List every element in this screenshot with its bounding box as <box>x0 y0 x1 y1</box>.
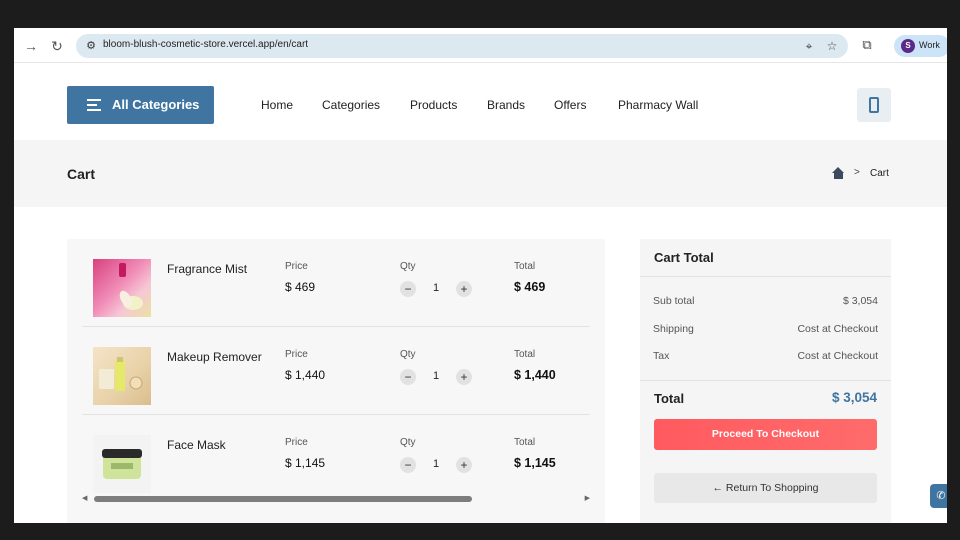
address-bar[interactable]: ⚙ bloom-blush-cosmetic-store.vercel.app/… <box>76 34 848 58</box>
forward-icon[interactable]: → <box>24 38 38 54</box>
site-info-icon[interactable]: ⚙ <box>86 40 96 52</box>
tax-label: Tax <box>653 350 670 362</box>
nav-pharmacy-wall[interactable]: Pharmacy Wall <box>618 98 699 112</box>
product-name[interactable]: Fragrance Mist <box>167 262 248 276</box>
qty-value: 1 <box>433 370 440 382</box>
qty-header: Qty <box>400 261 416 272</box>
product-image-fragrance-mist[interactable] <box>93 259 151 317</box>
price-value: $ 1,440 <box>285 368 326 382</box>
scroll-left-icon[interactable]: ◀ <box>82 495 88 502</box>
return-to-shopping-label: Return To Shopping <box>725 482 819 494</box>
whatsapp-icon: ✆ <box>936 490 946 502</box>
cart-total-panel: Cart Total Sub total $ 3,054 Shipping Co… <box>640 239 891 523</box>
extensions-icon[interactable]: ⧉ <box>862 37 872 52</box>
menu-icon <box>87 99 101 111</box>
phone-button[interactable] <box>857 88 891 122</box>
price-value: $ 469 <box>285 280 316 294</box>
breadcrumb-separator: > <box>854 167 860 178</box>
cart-table: Fragrance Mist Price $ 469 Qty − 1 + Tot… <box>67 239 605 523</box>
subtotal-value: $ 3,054 <box>842 295 878 307</box>
page-title: Cart <box>67 166 96 182</box>
price-value: $ 1,145 <box>285 456 326 470</box>
qty-decrease-button[interactable]: − <box>400 281 416 297</box>
qty-header: Qty <box>400 437 416 448</box>
divider <box>640 276 891 277</box>
url-text: bloom-blush-cosmetic-store.vercel.app/en… <box>103 39 309 50</box>
product-name[interactable]: Face Mask <box>167 438 226 452</box>
profile-button[interactable]: S Work <box>894 35 947 57</box>
price-header: Price <box>285 349 308 360</box>
bookmark-star-icon[interactable]: ☆ <box>826 39 838 53</box>
qty-increase-button[interactable]: + <box>456 457 472 473</box>
page-title-band: Cart > Cart <box>14 140 947 207</box>
qty-increase-button[interactable]: + <box>456 281 472 297</box>
browser-window: → ↻ ⚙ bloom-blush-cosmetic-store.vercel.… <box>14 28 947 523</box>
arrow-left-icon: ← <box>712 482 723 494</box>
shipping-value: Cost at Checkout <box>797 323 878 335</box>
line-total: $ 1,440 <box>514 368 556 382</box>
qty-header: Qty <box>400 349 416 360</box>
scrollbar-thumb[interactable] <box>94 496 472 502</box>
browser-toolbar: → ↻ ⚙ bloom-blush-cosmetic-store.vercel.… <box>14 28 947 63</box>
grand-total-label: Total <box>654 391 685 406</box>
whatsapp-chat-button[interactable]: ✆ <box>930 484 947 508</box>
home-icon[interactable] <box>832 167 845 179</box>
qty-decrease-button[interactable]: − <box>400 369 416 385</box>
reload-icon[interactable]: ↻ <box>51 38 63 54</box>
table-row: Makeup Remover Price $ 1,440 Qty − 1 + T… <box>82 327 590 415</box>
total-header: Total <box>514 349 536 360</box>
price-header: Price <box>285 437 308 448</box>
qty-value: 1 <box>433 458 440 470</box>
grand-total-value: $ 3,054 <box>831 390 877 405</box>
avatar: S <box>901 39 915 53</box>
qty-decrease-button[interactable]: − <box>400 457 416 473</box>
qty-increase-button[interactable]: + <box>456 369 472 385</box>
total-header: Total <box>514 261 536 272</box>
divider <box>640 380 891 381</box>
all-categories-label: All Categories <box>112 97 200 112</box>
horizontal-scrollbar[interactable]: ◀ ▶ <box>82 494 590 504</box>
nav-home[interactable]: Home <box>261 98 294 112</box>
site-header: All Categories Home Categories Products … <box>14 63 947 140</box>
total-header: Total <box>514 437 536 448</box>
tax-value: Cost at Checkout <box>797 350 878 362</box>
all-categories-button[interactable]: All Categories <box>67 86 214 124</box>
shipping-label: Shipping <box>653 323 694 335</box>
cart-total-title: Cart Total <box>654 250 714 265</box>
scroll-right-icon[interactable]: ▶ <box>584 495 590 502</box>
table-row: Fragrance Mist Price $ 469 Qty − 1 + Tot… <box>82 239 590 327</box>
qty-value: 1 <box>433 282 440 294</box>
table-row: Face Mask Price $ 1,145 Qty − 1 + Total … <box>82 415 590 503</box>
nav-categories[interactable]: Categories <box>322 98 381 112</box>
nav-products[interactable]: Products <box>410 98 458 112</box>
phone-icon <box>869 97 879 113</box>
line-total: $ 469 <box>514 280 546 294</box>
product-image-makeup-remover[interactable] <box>93 347 151 405</box>
profile-label: Work <box>919 40 940 50</box>
nav-offers[interactable]: Offers <box>554 98 587 112</box>
proceed-to-checkout-button[interactable]: Proceed To Checkout <box>654 419 877 450</box>
location-icon[interactable]: ⌖ <box>805 39 813 53</box>
nav-brands[interactable]: Brands <box>487 98 526 112</box>
breadcrumb-current: Cart <box>870 168 889 179</box>
product-image-face-mask[interactable] <box>93 435 151 493</box>
line-total: $ 1,145 <box>514 456 556 470</box>
return-to-shopping-button[interactable]: ← Return To Shopping <box>654 473 877 503</box>
product-name[interactable]: Makeup Remover <box>167 350 262 364</box>
subtotal-label: Sub total <box>653 295 695 307</box>
price-header: Price <box>285 261 308 272</box>
